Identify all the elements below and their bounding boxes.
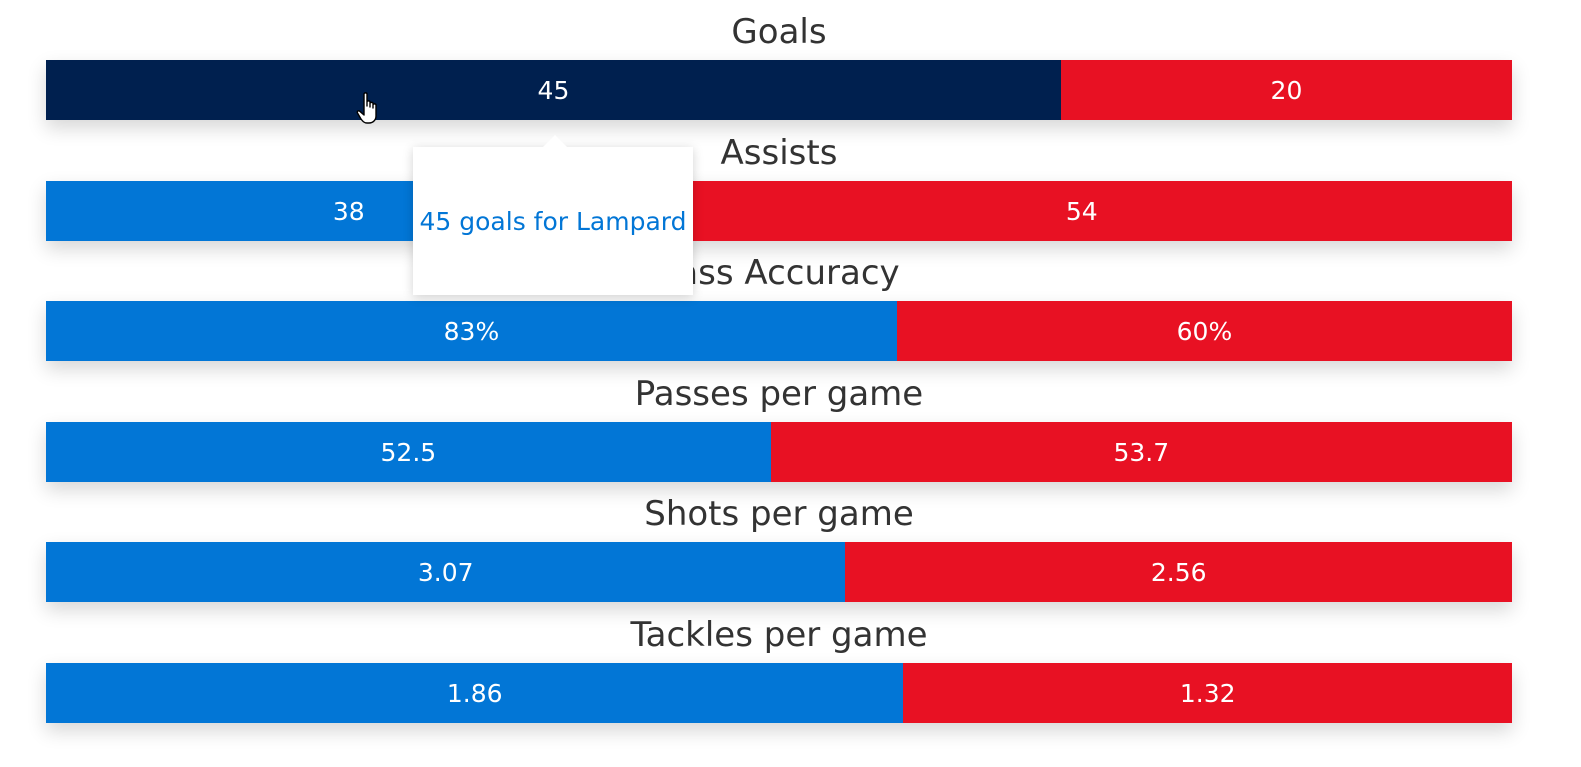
right-segment[interactable]: 54 (651, 181, 1512, 241)
tooltip-text: 45 goals for Lampard (419, 206, 687, 236)
stat-bar: 52.5 53.7 (46, 422, 1512, 482)
left-segment[interactable]: 83% (46, 301, 897, 361)
tooltip-arrow (542, 135, 568, 148)
stat-title: Shots per game (644, 494, 914, 534)
stat-row: Passes per game 52.5 53.7 (46, 362, 1512, 482)
stat-title: Assists (720, 133, 838, 173)
stat-row: Goals 45 20 (46, 0, 1512, 120)
stat-row: Assists 38 54 (46, 121, 1512, 241)
right-segment[interactable]: 53.7 (770, 422, 1512, 482)
hand-cursor-icon (356, 92, 377, 124)
stat-row: Tackles per game 1.86 1.32 (46, 603, 1512, 723)
right-segment[interactable]: 60% (896, 301, 1512, 361)
stat-bar: 3.07 2.56 (46, 542, 1512, 602)
right-segment[interactable]: 20 (1060, 60, 1512, 120)
stat-title: Tackles per game (630, 615, 928, 655)
tooltip: 45 goals for Lampard (413, 135, 693, 295)
stat-title: Goals (731, 12, 827, 52)
stat-title: Pass Accuracy (658, 253, 900, 293)
right-segment[interactable]: 2.56 (845, 542, 1512, 602)
stat-row: Shots per game 3.07 2.56 (46, 482, 1512, 602)
left-segment[interactable]: 45 (46, 60, 1061, 120)
left-segment[interactable]: 1.86 (46, 663, 904, 723)
stat-bar: 83% 60% (46, 301, 1512, 361)
stat-title: Passes per game (634, 374, 924, 414)
stat-bar: 38 54 (46, 181, 1512, 241)
stat-bar: 1.86 1.32 (46, 663, 1512, 723)
stat-bar: 45 20 (46, 60, 1512, 120)
stat-row: Pass Accuracy 83% 60% (46, 241, 1512, 361)
left-segment[interactable]: 52.5 (46, 422, 771, 482)
right-segment[interactable]: 1.32 (903, 663, 1512, 723)
left-segment[interactable]: 3.07 (46, 542, 846, 602)
